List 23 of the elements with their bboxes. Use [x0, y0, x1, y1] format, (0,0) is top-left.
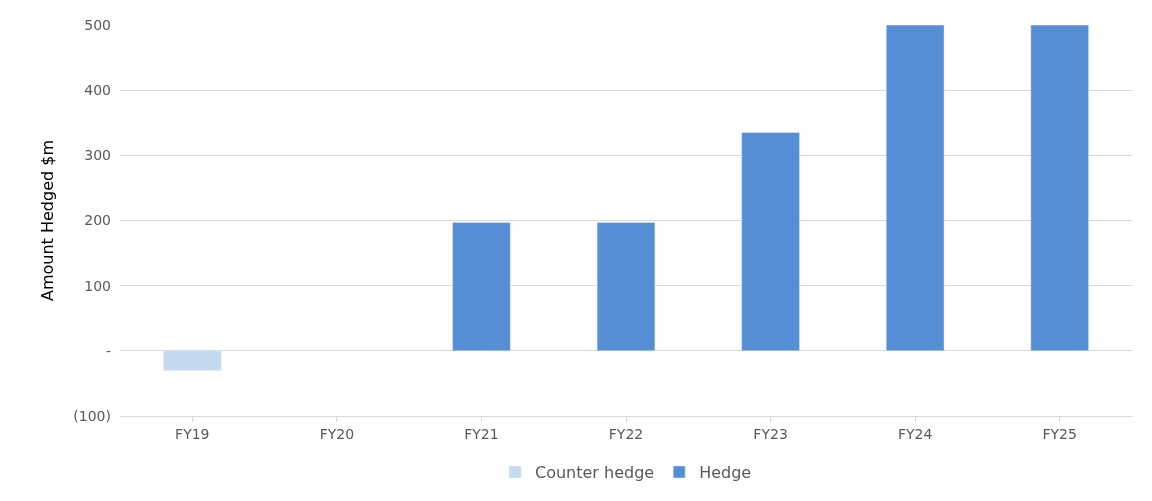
legend-label: Counter hedge	[535, 463, 655, 483]
y-tick-label: -	[105, 342, 111, 359]
y-tick-label: 200	[84, 212, 111, 229]
x-tick-label: FY23	[753, 425, 788, 442]
bar	[741, 132, 800, 352]
bar	[163, 350, 222, 371]
legend-label: Hedge	[699, 463, 752, 483]
y-tick-label: 100	[84, 277, 111, 294]
bar	[596, 222, 656, 352]
x-tick-label: FY24	[897, 425, 933, 442]
bar	[452, 222, 511, 352]
y-tick-label: 300	[84, 147, 111, 164]
x-tick-label: FY25	[1042, 425, 1077, 442]
y-tick-label: 400	[84, 82, 111, 99]
y-tick-label: (100)	[73, 407, 111, 424]
y-tick-label: 500	[84, 16, 111, 33]
x-tick-label: FY20	[319, 425, 355, 442]
x-tick-label: FY22	[608, 425, 644, 442]
bar	[1030, 25, 1089, 352]
y-axis-title: Amount Hedged $m	[38, 140, 58, 301]
bar	[885, 25, 945, 352]
x-tick-label: FY19	[175, 425, 210, 442]
x-tick-label: FY21	[464, 425, 499, 442]
